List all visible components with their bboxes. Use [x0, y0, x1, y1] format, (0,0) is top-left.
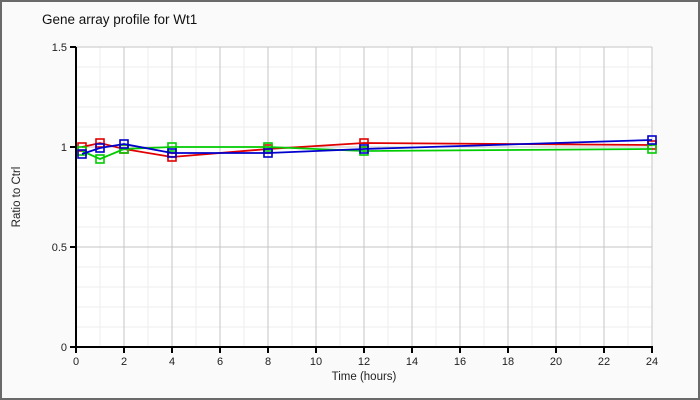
blue-series-marker: [167, 148, 177, 158]
x-tick-label: 10: [310, 356, 322, 368]
x-tick-label: 22: [598, 356, 610, 368]
blue-series-line: [81, 139, 653, 155]
x-tick-label: 0: [73, 356, 79, 368]
blue-series-marker: [647, 135, 657, 145]
x-tick-label: 12: [358, 356, 370, 368]
green-series-marker: [167, 142, 177, 152]
x-axis-label: Time (hours): [332, 371, 397, 383]
x-tick-label: 24: [646, 356, 658, 368]
blue-series-marker: [263, 148, 273, 158]
blue-series-marker: [359, 144, 369, 154]
red-series-marker: [95, 138, 105, 148]
x-tick-label: 8: [265, 356, 271, 368]
x-tick-label: 14: [406, 356, 418, 368]
green-series-line: [81, 146, 653, 160]
y-tick-label: 0: [61, 342, 67, 354]
x-tick-label: 16: [454, 356, 466, 368]
y-tick-label: 1: [61, 142, 67, 154]
x-tick-label: 18: [502, 356, 514, 368]
y-axis-label: Ratio to Ctrl: [11, 167, 23, 228]
x-tick-label: 4: [169, 356, 175, 368]
blue-series-marker: [119, 139, 129, 149]
green-series-marker: [119, 144, 129, 154]
green-series-marker: [263, 142, 273, 152]
y-tick-label: 1.5: [52, 42, 67, 54]
blue-series-marker: [95, 143, 105, 153]
y-tick-label: 0.5: [52, 242, 67, 254]
x-tick-label: 6: [217, 356, 223, 368]
green-series-marker: [647, 144, 657, 154]
chart-title: Gene array profile for Wt1: [42, 12, 197, 27]
x-tick-label: 2: [121, 356, 127, 368]
blue-series-marker: [77, 149, 87, 159]
x-tick-label: 20: [550, 356, 562, 368]
green-series-marker: [95, 154, 105, 164]
